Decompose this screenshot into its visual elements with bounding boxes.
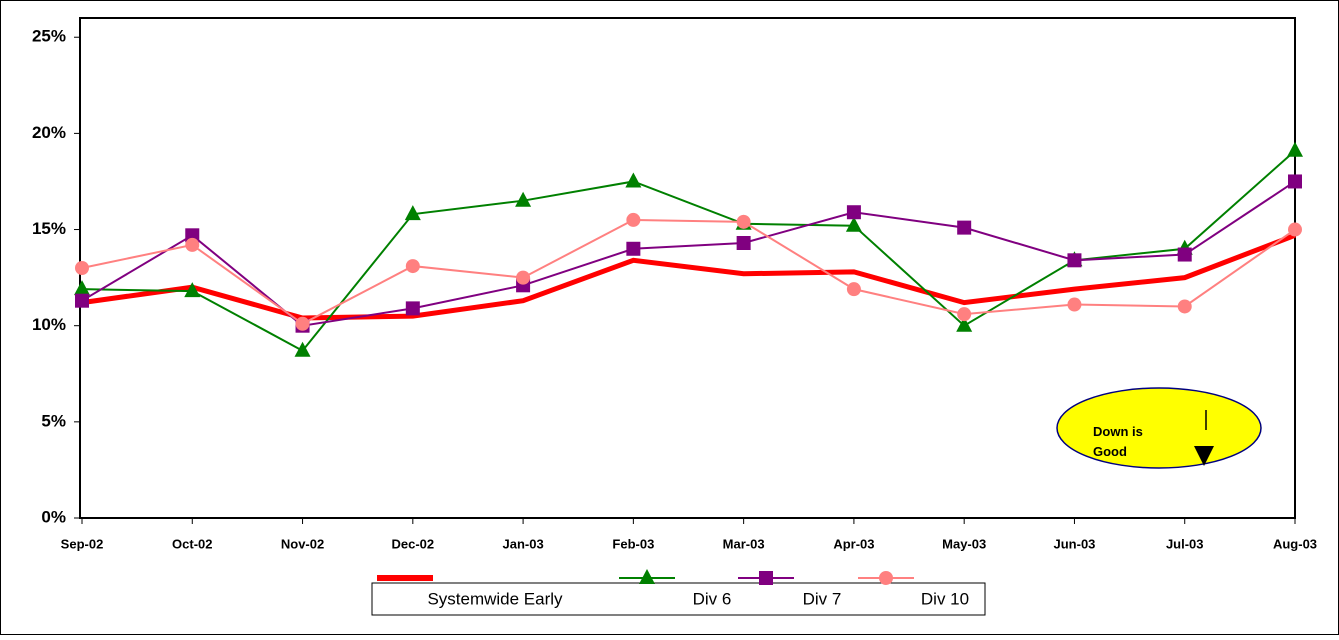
marker — [404, 205, 421, 221]
marker — [626, 212, 641, 227]
marker — [1177, 247, 1192, 262]
legend-marker — [879, 571, 893, 585]
marker — [1067, 253, 1082, 268]
marker — [185, 228, 200, 243]
legend-label: Div 6 — [693, 589, 732, 608]
marker — [845, 216, 862, 232]
x-tick-label: Jan-03 — [502, 536, 543, 551]
marker — [957, 220, 972, 235]
x-tick-label: Oct-02 — [172, 536, 212, 551]
marker — [294, 341, 311, 357]
y-tick-label: 5% — [41, 411, 66, 430]
x-tick-label: Sep-02 — [61, 536, 104, 551]
annotation-text: Down is Good — [1093, 424, 1143, 459]
marker — [1288, 222, 1302, 237]
x-tick-label: Mar-03 — [723, 536, 765, 551]
marker — [75, 293, 89, 308]
marker — [75, 261, 89, 275]
marker — [185, 237, 200, 252]
legend-label: Div 7 — [803, 589, 842, 608]
marker — [516, 270, 531, 285]
marker — [74, 280, 90, 296]
legend-marker — [639, 569, 655, 584]
marker — [736, 236, 751, 250]
legend-label: Systemwide Early — [427, 589, 563, 608]
x-tick-label: Nov-02 — [281, 536, 324, 551]
marker — [1288, 174, 1302, 189]
marker — [405, 259, 420, 274]
marker — [1287, 141, 1303, 157]
annotation-box: Down is Good — [1093, 424, 1143, 459]
y-tick-label: 10% — [32, 315, 66, 334]
annotation: Down is Good — [1056, 387, 1262, 469]
marker — [295, 316, 310, 331]
legend-marker — [759, 571, 773, 585]
y-tick-label: 0% — [41, 507, 66, 526]
x-tick-label: Apr-03 — [833, 536, 874, 551]
x-tick-label: Jun-03 — [1054, 536, 1096, 551]
x-tick-label: Jul-03 — [1166, 536, 1204, 551]
marker — [515, 191, 532, 207]
annotation-arrowhead — [1194, 446, 1214, 466]
marker — [626, 241, 641, 256]
series-line — [81, 232, 1296, 321]
y-tick-label: 25% — [32, 27, 66, 46]
marker — [184, 282, 201, 298]
y-tick-label: 15% — [32, 219, 66, 238]
marker — [956, 316, 973, 332]
x-tick-label: May-03 — [942, 536, 986, 551]
marker — [846, 205, 861, 220]
x-tick-label: Aug-03 — [1273, 536, 1317, 551]
marker — [625, 172, 642, 188]
marker — [957, 307, 972, 322]
legend — [371, 582, 986, 616]
marker — [846, 282, 861, 297]
x-tick-label: Dec-02 — [391, 536, 434, 551]
marker — [405, 301, 420, 316]
series-line — [81, 218, 1296, 325]
marker — [1067, 297, 1082, 312]
marker — [736, 214, 751, 229]
marker — [1177, 299, 1192, 314]
x-tick-label: Feb-03 — [612, 536, 654, 551]
y-tick-label: 20% — [32, 123, 66, 142]
legend-label: Div 10 — [921, 589, 969, 608]
